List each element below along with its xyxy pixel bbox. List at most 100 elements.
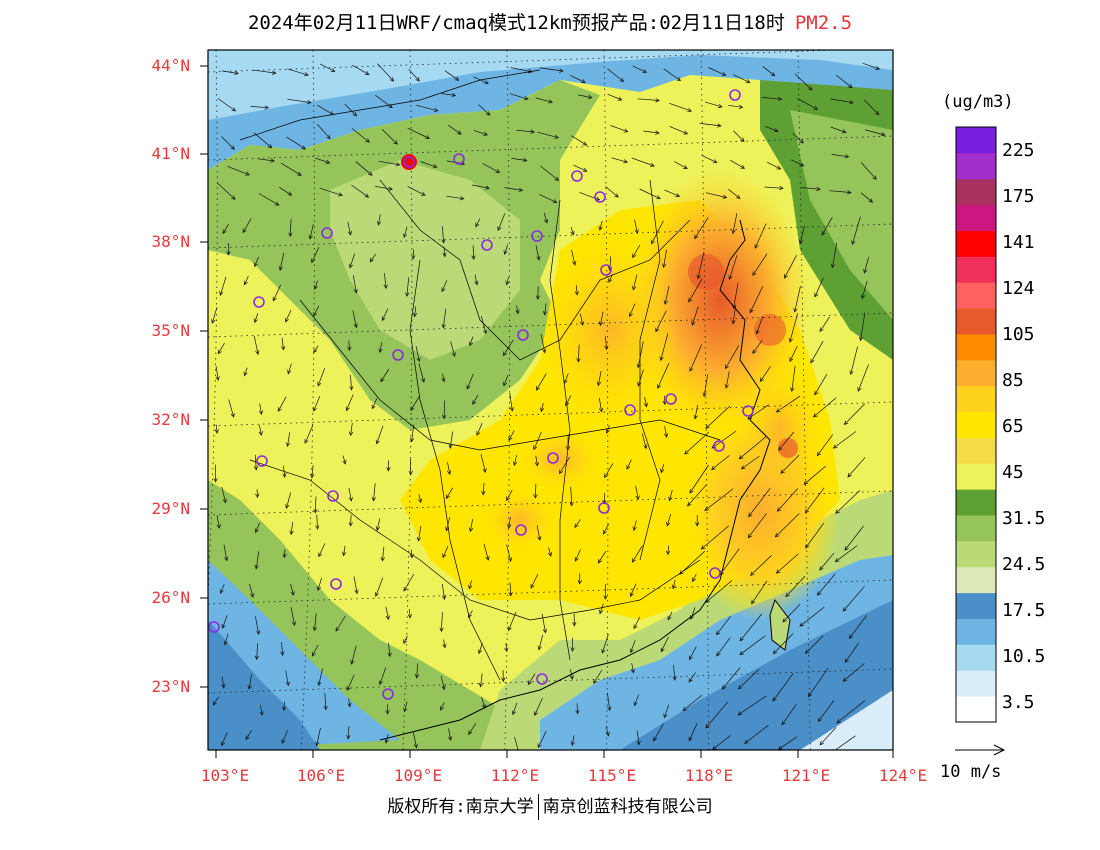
wind-arrow xyxy=(228,399,235,418)
wind-arrowhead xyxy=(537,743,542,749)
wind-arrowhead xyxy=(788,337,793,343)
wind-arrowhead xyxy=(816,186,821,192)
wind-arrowhead xyxy=(579,321,585,326)
wind-arrowhead xyxy=(310,473,315,479)
wind-arrow xyxy=(810,340,824,363)
wind-arrowhead xyxy=(468,341,474,347)
wind-arrow xyxy=(277,396,287,412)
wind-arrow xyxy=(732,74,750,83)
wind-arrowhead xyxy=(693,415,698,420)
wind-arrowhead xyxy=(432,164,438,169)
wind-arrow xyxy=(311,465,314,478)
wind-arrow xyxy=(242,218,252,233)
city-marker xyxy=(481,239,493,251)
wind-arrowhead xyxy=(530,129,535,134)
wind-arrowhead xyxy=(503,381,508,387)
wind-arrowhead xyxy=(311,258,316,264)
wind-arrow xyxy=(215,366,219,381)
wind-arrowhead xyxy=(842,607,848,612)
wind-arrowhead xyxy=(738,454,744,460)
wind-arrowhead xyxy=(447,470,452,475)
wind-arrowhead xyxy=(599,609,604,615)
wind-arrow xyxy=(535,455,538,466)
wind-arrow xyxy=(861,280,868,299)
wind-arrowhead xyxy=(481,704,486,709)
city-marker xyxy=(403,156,415,168)
wind-arrow xyxy=(416,104,438,112)
wind-arrowhead xyxy=(243,280,248,286)
wind-arrow xyxy=(539,67,564,72)
wind-arrowhead xyxy=(814,390,819,396)
wind-arrow xyxy=(412,731,417,748)
wind-arrowhead xyxy=(471,255,476,260)
wind-arrow xyxy=(217,98,236,112)
wind-arrowhead xyxy=(522,157,528,163)
wind-arrow xyxy=(539,194,557,203)
wind-arrowhead xyxy=(778,446,783,451)
wind-arrow xyxy=(799,606,825,627)
city-marker xyxy=(327,490,339,502)
wind-arrowhead xyxy=(744,739,749,744)
wind-arrowhead xyxy=(484,80,489,85)
wind-arrowhead xyxy=(375,526,380,531)
wind-arrowhead xyxy=(848,634,854,640)
wind-arrowhead xyxy=(440,706,444,711)
wind-arrowhead xyxy=(507,524,512,529)
wind-arrowhead xyxy=(623,128,629,133)
wind-arrowhead xyxy=(509,406,514,412)
wind-arrow xyxy=(290,583,294,596)
wind-arrow xyxy=(448,728,452,741)
wind-arrowhead xyxy=(477,649,483,655)
wind-arrowhead xyxy=(497,226,502,232)
city-marker xyxy=(624,404,636,416)
wind-arrowhead xyxy=(287,369,292,375)
wind-arrow xyxy=(248,674,252,689)
wind-arrowhead xyxy=(518,187,524,192)
wind-arrow xyxy=(691,306,699,326)
wind-arrow xyxy=(482,163,500,173)
wind-arrow xyxy=(376,425,384,444)
lon-label-124e: 124°E xyxy=(878,766,928,785)
wind-arrowhead xyxy=(773,128,779,133)
wind-arrowhead xyxy=(451,352,456,357)
wind-arrow xyxy=(762,66,775,77)
longitude-line xyxy=(700,50,709,750)
wind-arrow xyxy=(441,280,448,292)
wind-arrowhead xyxy=(338,192,343,197)
wind-arrow xyxy=(222,615,228,629)
wind-arrow xyxy=(777,488,799,512)
wind-arrow xyxy=(351,128,370,143)
wind-arrow xyxy=(830,98,854,104)
wind-arrowhead xyxy=(341,551,347,557)
wind-arrowhead xyxy=(468,730,473,735)
wind-arrowhead xyxy=(534,711,539,717)
wind-arrowhead xyxy=(781,720,786,726)
wind-arrowhead xyxy=(836,719,841,724)
wind-arrow xyxy=(544,303,547,315)
wind-arrow xyxy=(701,525,729,550)
wind-arrowhead xyxy=(353,288,358,294)
wind-arrowhead xyxy=(312,651,316,657)
wind-arrowhead xyxy=(735,194,741,199)
wind-arrowhead xyxy=(683,130,689,135)
wind-arrow xyxy=(516,129,535,133)
wind-arrow xyxy=(629,303,636,317)
colorbar-swatch xyxy=(956,618,996,645)
wind-arrowhead xyxy=(574,523,579,529)
wind-arrowhead xyxy=(785,592,790,598)
wind-arrowhead xyxy=(650,162,655,167)
wind-arrow xyxy=(440,675,445,690)
wind-arrow xyxy=(446,517,451,531)
wind-arrow xyxy=(599,311,604,326)
wind-arrowhead xyxy=(215,376,220,381)
wind-arrow xyxy=(764,186,784,189)
wind-arrow xyxy=(506,489,513,501)
city-marker xyxy=(547,452,559,464)
wind-arrow xyxy=(382,546,385,561)
wind-arrowhead xyxy=(777,96,783,101)
wind-arrowhead xyxy=(745,79,751,83)
city-marker xyxy=(515,524,527,536)
wind-arrowhead xyxy=(250,593,255,598)
wind-arrow xyxy=(711,430,737,449)
wind-arrowhead xyxy=(844,154,850,159)
